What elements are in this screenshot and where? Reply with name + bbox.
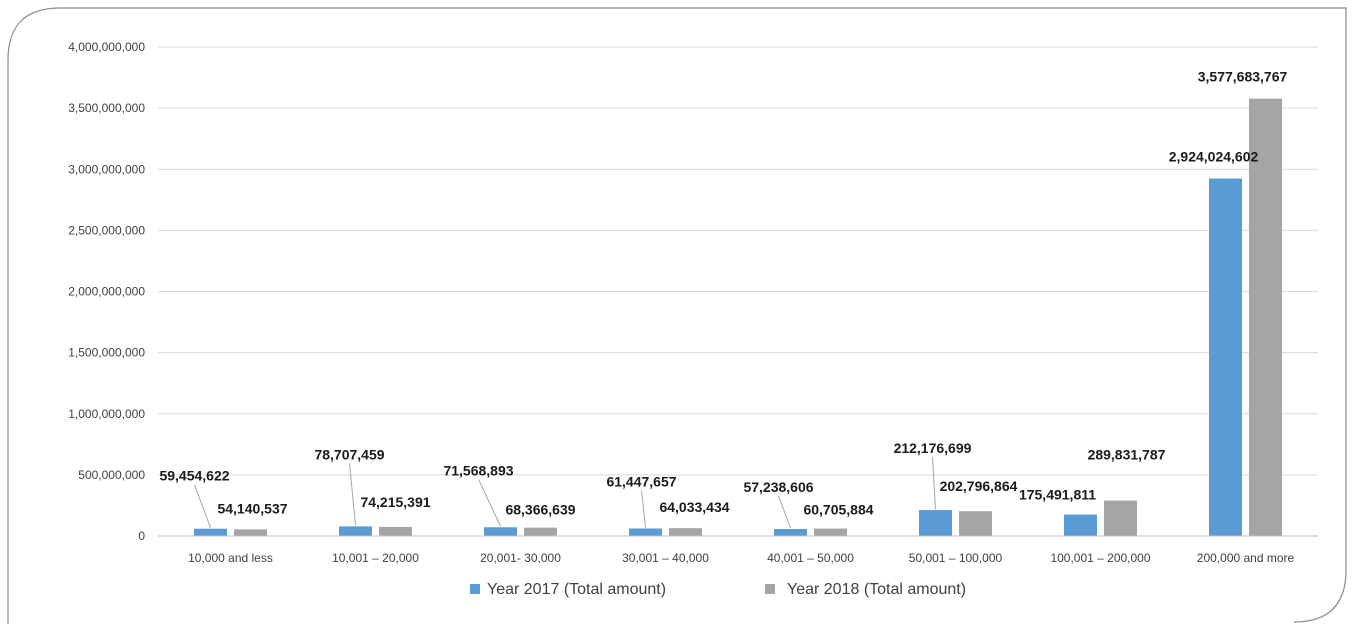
data-label-2018: 289,831,787 (1088, 447, 1166, 463)
bar-2018 (814, 528, 847, 536)
chart-border (7, 7, 1347, 624)
legend-swatch-2017 (470, 584, 480, 594)
y-tick-label: 4,000,000,000 (68, 40, 145, 54)
y-tick-label: 2,500,000,000 (68, 223, 145, 237)
leader-line (932, 457, 936, 510)
data-label-2018: 3,577,683,767 (1198, 69, 1288, 85)
y-tick-label: 2,000,000,000 (68, 285, 145, 299)
data-label-2018: 202,796,864 (940, 478, 1018, 494)
x-tick-label: 50,001 – 100,000 (909, 551, 1003, 565)
y-tick-label: 0 (138, 529, 145, 543)
x-tick-label: 200,000 and more (1197, 551, 1295, 565)
y-tick-label: 3,500,000,000 (68, 101, 145, 115)
leader-line (194, 484, 211, 528)
bar-2018 (1249, 98, 1282, 536)
bar-2017 (339, 526, 372, 536)
x-tick-label: 10,000 and less (188, 551, 273, 565)
legend-label-2017: Year 2017 (Total amount) (487, 581, 666, 598)
data-label-2017: 2,924,024,602 (1169, 149, 1259, 165)
y-tick-label: 1,000,000,000 (68, 407, 145, 421)
data-label-2017: 59,454,622 (159, 468, 229, 484)
data-label-2018: 64,033,434 (659, 499, 729, 515)
legend-label-2018: Year 2018 (Total amount) (787, 581, 966, 598)
data-label-2018: 54,140,537 (217, 500, 287, 516)
leader-line (641, 490, 646, 528)
x-tick-label: 10,001 – 20,000 (332, 551, 419, 565)
y-tick-label: 3,000,000,000 (68, 162, 145, 176)
leader-line (349, 463, 356, 526)
bar-2017 (919, 510, 952, 536)
data-label-2017: 71,568,893 (443, 462, 513, 478)
bar-2017 (774, 529, 807, 536)
data-label-2017: 57,238,606 (743, 479, 813, 495)
data-label-2017: 175,491,811 (1019, 487, 1096, 503)
data-label-2017: 212,176,699 (894, 440, 972, 456)
bar-2017 (484, 527, 517, 536)
data-label-2017: 61,447,657 (606, 473, 676, 489)
bar-2017 (194, 528, 227, 536)
legend: Year 2017 (Total amount) Year 2018 (Tota… (470, 581, 966, 598)
bar-2017 (629, 528, 662, 536)
bar-2018 (524, 527, 557, 536)
bar-2018 (959, 511, 992, 536)
data-label-2018: 74,215,391 (360, 494, 430, 510)
x-tick-label: 30,001 – 40,000 (622, 551, 709, 565)
legend-swatch-2018 (765, 584, 775, 594)
data-label-2017: 78,707,459 (314, 446, 384, 462)
bar-2017 (1064, 514, 1097, 536)
data-label-2018: 60,705,884 (803, 502, 873, 518)
y-tick-label: 500,000,000 (78, 468, 145, 482)
data-label-2018: 68,366,639 (505, 502, 575, 518)
leader-line (778, 495, 791, 529)
x-tick-label: 20,001- 30,000 (480, 551, 561, 565)
bar-2018 (1104, 500, 1137, 536)
bar-2018 (379, 526, 412, 536)
x-tick-label: 100,001 – 200,000 (1050, 551, 1150, 565)
leader-line (478, 479, 501, 527)
bar-2018 (234, 529, 267, 536)
x-tick-label: 40,001 – 50,000 (767, 551, 854, 565)
bar-2018 (669, 528, 702, 536)
y-tick-label: 1,500,000,000 (68, 346, 145, 360)
bar-2017 (1209, 178, 1242, 536)
